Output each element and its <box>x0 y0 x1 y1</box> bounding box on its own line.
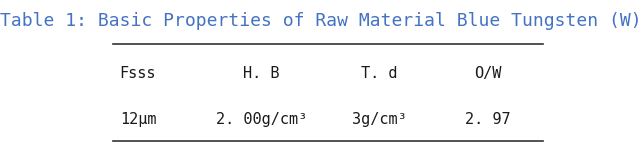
Text: T. d: T. d <box>362 67 398 81</box>
Text: 2. 00g/cm³: 2. 00g/cm³ <box>215 112 307 127</box>
Text: 3g/cm³: 3g/cm³ <box>353 112 407 127</box>
Text: O/W: O/W <box>474 67 502 81</box>
Text: 2. 97: 2. 97 <box>465 112 511 127</box>
Text: 12μm: 12μm <box>120 112 156 127</box>
Text: Fsss: Fsss <box>120 67 156 81</box>
Text: Table 1: Basic Properties of Raw Material Blue Tungsten (W): Table 1: Basic Properties of Raw Materia… <box>0 12 641 30</box>
Text: H. B: H. B <box>243 67 279 81</box>
